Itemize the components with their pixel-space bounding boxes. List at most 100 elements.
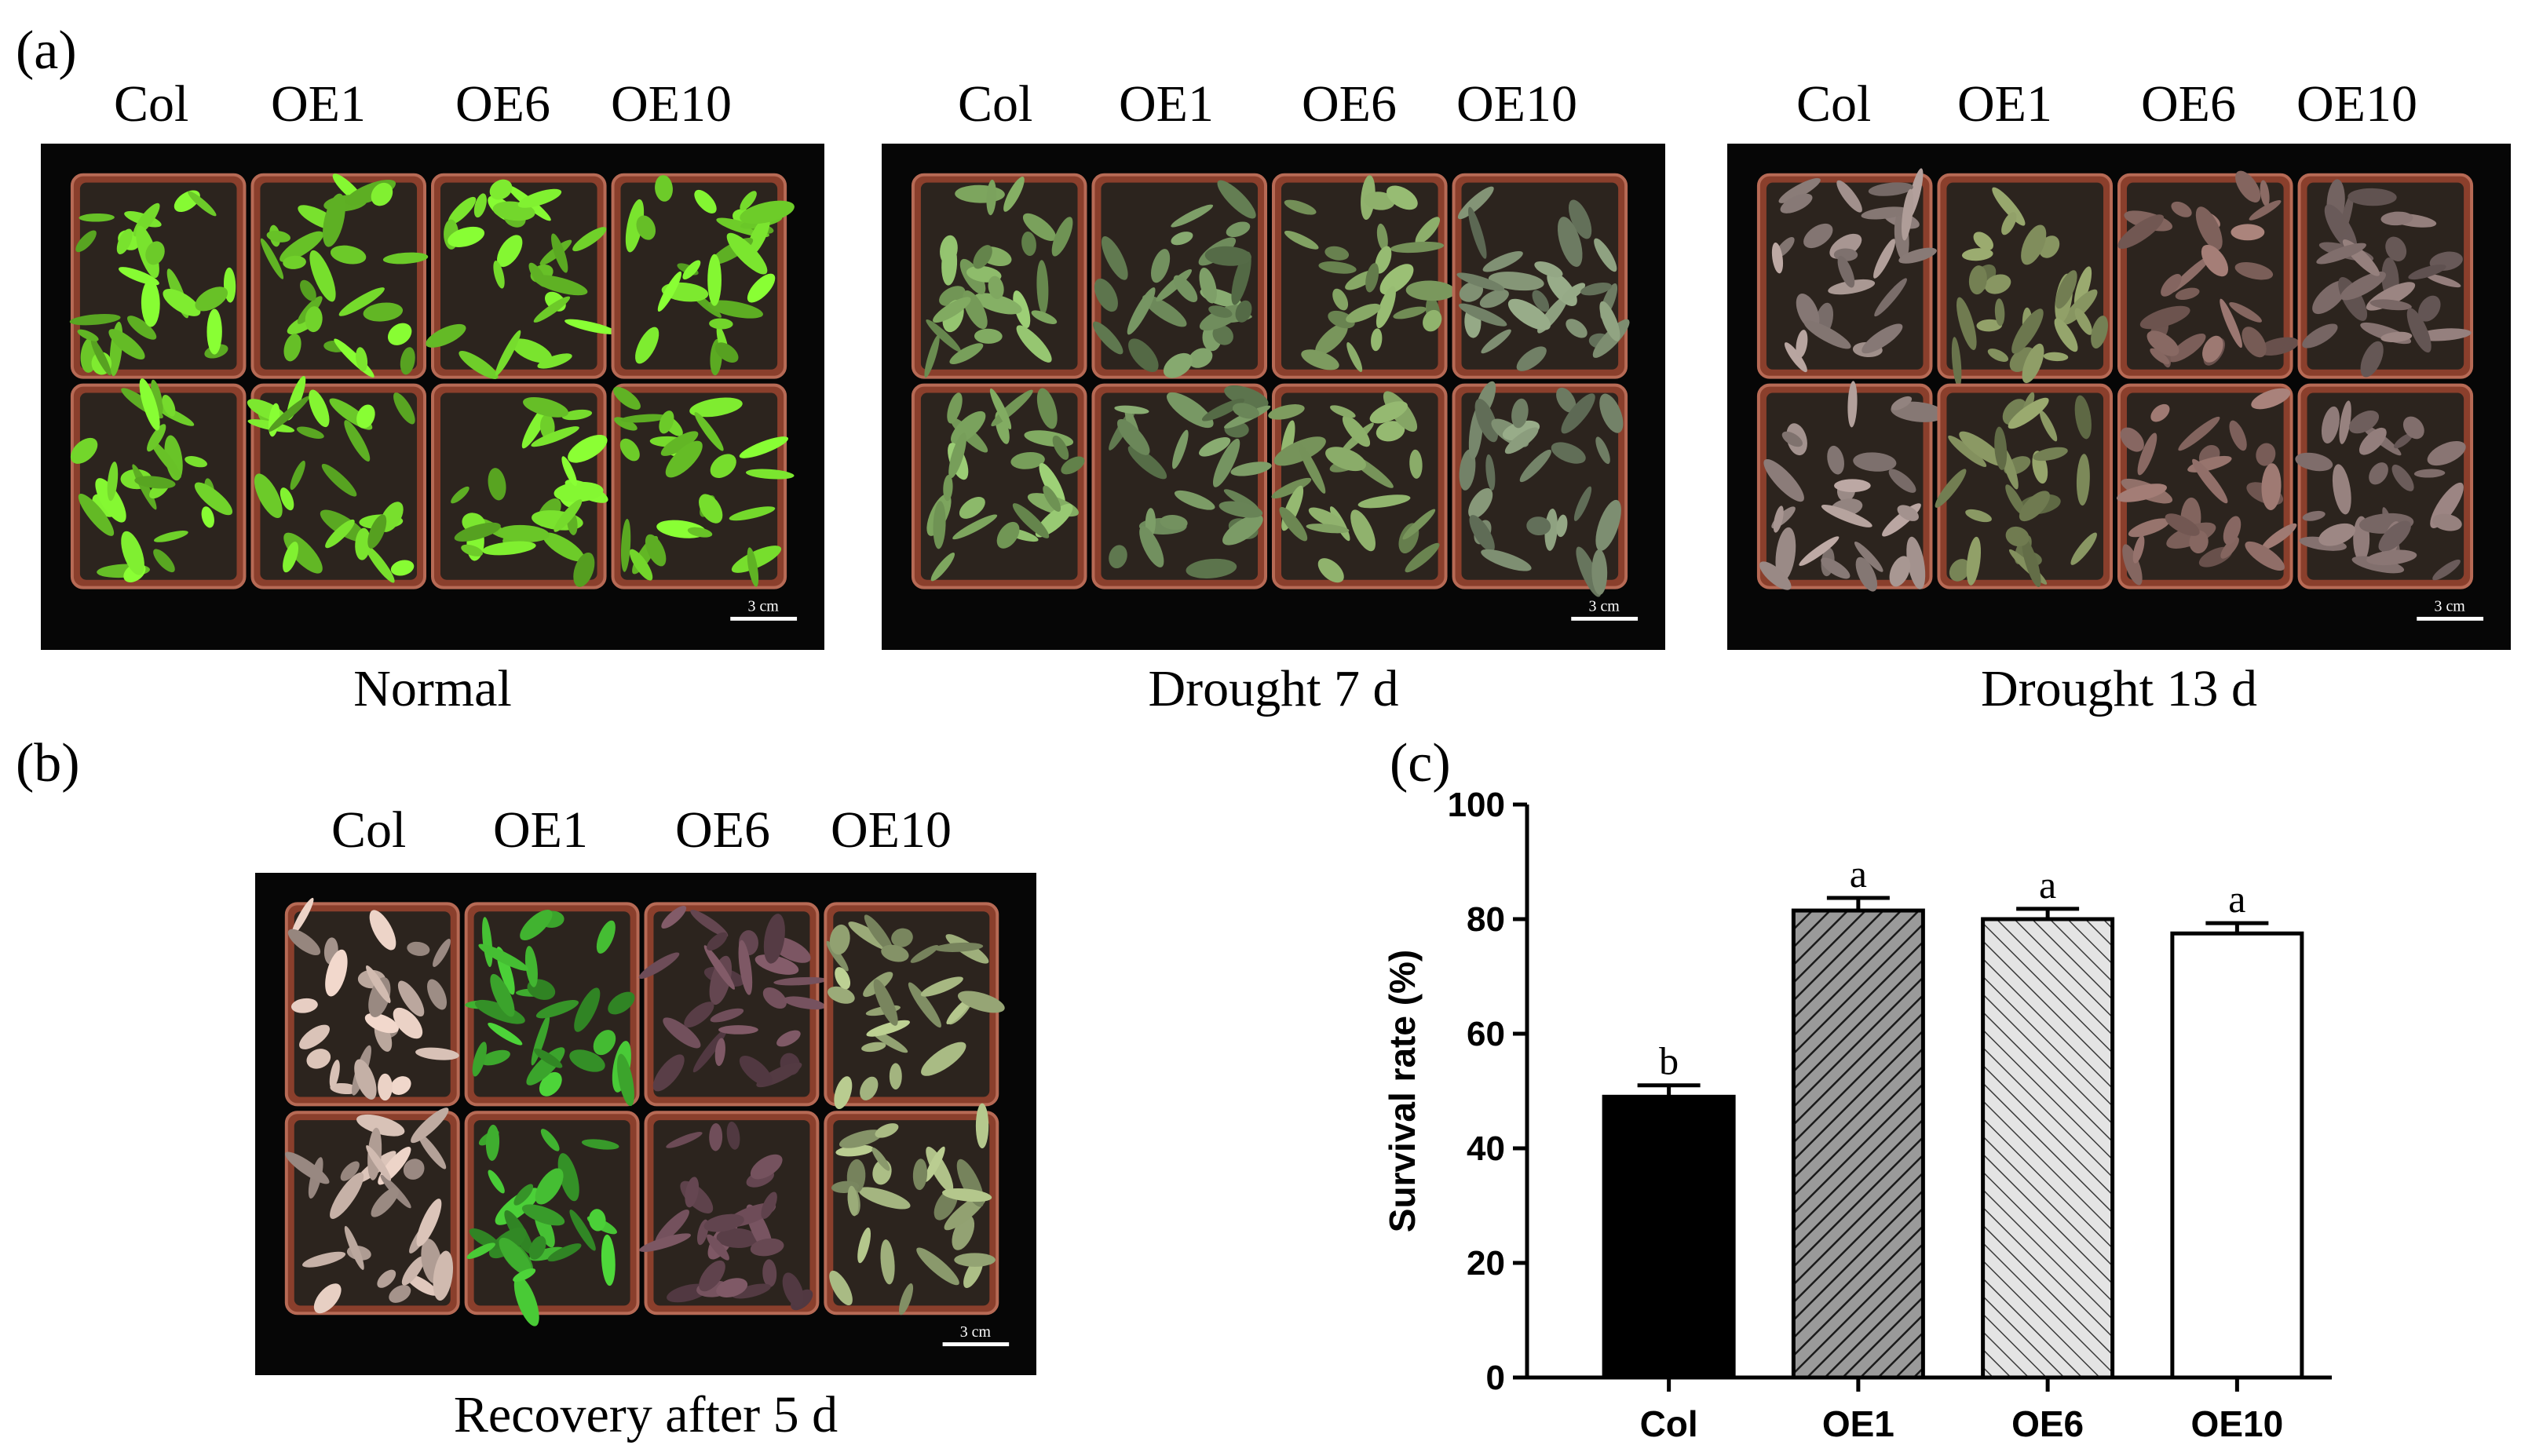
leaf [1139, 526, 1164, 567]
leaf [1199, 267, 1217, 304]
leaf [472, 1042, 488, 1077]
leaf [2132, 535, 2145, 564]
leaf [299, 1024, 330, 1049]
leaf [309, 389, 330, 428]
leaf [448, 196, 477, 225]
leaf [1306, 524, 1350, 534]
leaf [692, 1028, 727, 1073]
leaf [924, 1146, 945, 1182]
x-tick-label: OE6 [2011, 1403, 2084, 1444]
leaf [934, 942, 984, 952]
leaf [488, 1022, 523, 1045]
leaf [2139, 305, 2190, 330]
leaf [2432, 559, 2461, 581]
leaf [371, 1187, 400, 1217]
leaf [526, 1047, 565, 1086]
leaf [2178, 416, 2220, 451]
leaf [369, 910, 396, 951]
y-tick-label: 20 [1467, 1244, 1505, 1283]
leaf [1834, 479, 1871, 493]
leaf [1759, 561, 1792, 590]
leaf [1390, 241, 1445, 254]
scale-bar-label: 3 cm [747, 597, 779, 615]
leaf [1409, 449, 1423, 479]
leaf [1469, 515, 1495, 552]
genotype-label-oe1: OE1 [271, 75, 366, 133]
leaf [685, 1177, 700, 1208]
leaf [1199, 305, 1244, 331]
photo-canvas: 3 cm [1727, 144, 2511, 650]
leaf [726, 1121, 740, 1150]
leaf [206, 308, 222, 355]
leaf [134, 476, 176, 489]
leaf [1186, 558, 1237, 578]
leaf [2413, 469, 2446, 478]
genotype-label-col: Col [958, 75, 1033, 133]
leaf [2074, 308, 2092, 335]
leaf [150, 439, 181, 478]
leaf [493, 261, 505, 289]
leaf [1595, 499, 1621, 551]
leaf [834, 1076, 853, 1110]
leaf [951, 411, 986, 444]
leaf [943, 474, 953, 502]
leaf [511, 338, 553, 363]
leaf [829, 924, 850, 955]
leaf [1775, 527, 1796, 582]
leaf [689, 397, 743, 418]
leaf [1092, 321, 1123, 355]
leaf [403, 1159, 425, 1180]
leaf [661, 906, 687, 929]
plant-photo-normal: 3 cm [41, 144, 824, 650]
leaf [942, 1188, 992, 1202]
leaf [875, 1123, 899, 1138]
leaf [747, 547, 759, 587]
leaf [1468, 206, 1487, 259]
genotype-label-col: Col [114, 75, 189, 133]
leaf [857, 1227, 871, 1264]
leaf [1036, 388, 1058, 429]
leaf [1171, 232, 1193, 246]
leaf [321, 463, 357, 497]
leaf [663, 1017, 701, 1049]
leaf [762, 1259, 777, 1287]
leaf [1532, 290, 1550, 312]
leaf [2011, 308, 2044, 354]
leaf [194, 482, 233, 516]
leaf [636, 215, 656, 240]
leaf [478, 943, 529, 971]
leaf [2128, 518, 2170, 538]
genotype-label-oe6: OE6 [455, 75, 550, 133]
leaf [388, 323, 412, 345]
leaf [710, 454, 736, 479]
leaf [1481, 549, 1532, 571]
leaf [2022, 343, 2044, 384]
leaf [531, 426, 579, 447]
leaf [1459, 281, 1484, 302]
leaf [2348, 411, 2380, 434]
photo-canvas: 3 cm [255, 873, 1036, 1375]
leaf [747, 216, 770, 257]
leaf [1568, 199, 1592, 239]
leaf [1101, 235, 1128, 280]
leaf [912, 1159, 928, 1191]
leaf [517, 188, 562, 208]
leaf [731, 546, 782, 573]
leaf [1376, 286, 1396, 329]
leaf [1387, 185, 1418, 210]
leaf [1226, 221, 1251, 238]
leaf [861, 1042, 886, 1053]
leaf [2406, 308, 2431, 353]
caption-drought-7d: Drought 7 d [1148, 660, 1399, 717]
leaf [201, 506, 214, 528]
leaf [858, 1187, 911, 1210]
leaf [534, 1048, 563, 1068]
leaf [305, 306, 323, 333]
leaf [330, 245, 367, 265]
leaf [285, 1151, 330, 1184]
leaf [1022, 213, 1057, 241]
leaf [2120, 427, 2144, 452]
leaf [1551, 442, 1586, 464]
leaf [2137, 432, 2157, 476]
leaf [2171, 201, 2192, 217]
